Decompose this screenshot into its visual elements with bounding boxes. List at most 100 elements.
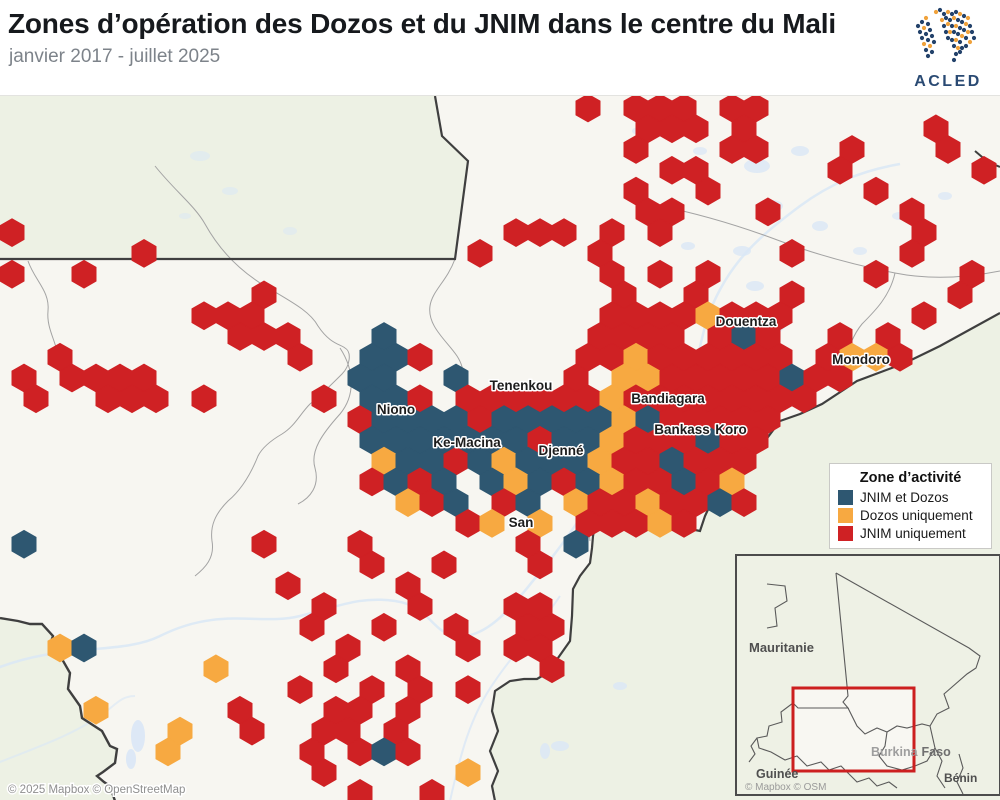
hex-bin xyxy=(575,93,601,123)
hex-bin xyxy=(0,218,25,247)
hex-bin xyxy=(455,633,481,663)
hex-bin xyxy=(731,488,757,517)
place-label: Mondoro xyxy=(832,352,890,367)
page-title: Zones d’opération des Dozos et du JNIM d… xyxy=(8,8,836,39)
hex-bin xyxy=(203,654,229,684)
legend-items: JNIM et Dozos Dozos uniquement JNIM unique… xyxy=(838,490,983,541)
legend-item: Dozos uniquement xyxy=(838,508,983,523)
acled-logo-text: ACLED xyxy=(914,73,982,90)
hex-bin xyxy=(539,654,565,684)
map-container: Niono Tenenkou Ke-Macina Djenné San Bandiagar… xyxy=(0,93,1000,800)
legend-title: Zone d’activité xyxy=(859,470,962,486)
hex-bin xyxy=(311,384,337,414)
hex-bin xyxy=(347,779,373,800)
hex-bin xyxy=(935,135,961,164)
place-label: Bandiagara xyxy=(631,391,705,406)
legend-label: Dozos uniquement xyxy=(860,508,973,523)
legend-label: JNIM et Dozos xyxy=(860,490,949,505)
hex-bin xyxy=(71,633,97,663)
hex-bin xyxy=(887,342,913,372)
hex-bin xyxy=(251,529,277,559)
header: Zones d’opération des Dozos et du JNIM d… xyxy=(0,0,1000,95)
hex-bin xyxy=(23,384,49,414)
legend-swatch xyxy=(838,490,853,505)
hex-bin xyxy=(191,384,217,414)
hex-bin xyxy=(407,592,433,621)
hex-bin xyxy=(287,342,313,372)
place-label: Douentza xyxy=(716,314,777,329)
inset-label-guinee: Guinée xyxy=(756,767,798,781)
hex-bin xyxy=(11,529,37,559)
hex-bin xyxy=(743,135,769,164)
hex-bin xyxy=(323,654,349,684)
inset-attribution: © Mapbox © OSM xyxy=(745,782,826,793)
hex-bin xyxy=(911,301,937,331)
inset-extent-area xyxy=(793,688,914,771)
hex-bin xyxy=(527,550,553,580)
hex-bin xyxy=(755,197,781,227)
hex-bin xyxy=(131,239,157,268)
hex-bin xyxy=(155,737,181,767)
acled-globe-icon xyxy=(915,7,977,63)
inset-label-mauritanie: Mauritanie xyxy=(749,640,814,655)
hex-bin xyxy=(827,363,853,393)
place-label: San xyxy=(509,515,534,530)
hex-bin xyxy=(287,675,313,704)
hex-bin xyxy=(479,509,505,538)
place-label: Ke-Macina xyxy=(433,435,501,450)
legend-item: JNIM et Dozos xyxy=(838,490,983,505)
hex-bin xyxy=(71,259,97,289)
legend-item: JNIM uniquement xyxy=(838,526,983,541)
hex-bin xyxy=(407,342,433,372)
hex-bin xyxy=(239,716,265,746)
hex-bin xyxy=(299,612,325,642)
hex-bin xyxy=(683,114,709,144)
hex-bin xyxy=(671,509,697,538)
hex-bin xyxy=(431,550,457,580)
hex-bin xyxy=(0,259,25,289)
hex-bin xyxy=(947,280,973,310)
hexbin-layer xyxy=(0,93,997,800)
hex-bin xyxy=(623,135,649,164)
page-subtitle: janvier 2017 - juillet 2025 xyxy=(9,46,221,67)
inset-country-borders xyxy=(748,572,981,794)
hex-bin xyxy=(779,239,805,268)
hex-bin xyxy=(551,218,577,247)
inset-label-burkina-faso: Burkina Faso xyxy=(871,745,951,759)
hex-bin xyxy=(863,176,889,206)
map-attribution: © 2025 Mapbox © OpenStreetMap xyxy=(8,784,185,796)
hex-bin xyxy=(971,155,997,185)
hex-bin xyxy=(647,259,673,289)
hex-bin xyxy=(695,176,721,206)
inset-extent-rect xyxy=(791,686,916,773)
inset-label-benin: Bénin xyxy=(944,771,977,785)
inset-map: Mauritanie Guinée Burkina Faso Bénin © Ma… xyxy=(735,554,1000,796)
hex-bin xyxy=(275,571,301,601)
place-labels: Niono Tenenkou Ke-Macina Djenné San Bandiagar… xyxy=(375,313,891,532)
map-canvas: Niono Tenenkou Ke-Macina Djenné San Bandiagar… xyxy=(0,93,1000,800)
hex-bin xyxy=(359,550,385,580)
place-label: Bankass xyxy=(654,422,710,437)
hex-bin xyxy=(143,384,169,414)
legend-swatch xyxy=(838,508,853,523)
place-label: Tenenkou xyxy=(490,378,553,393)
acled-logo: ACLED xyxy=(914,7,982,90)
legend-swatch xyxy=(838,526,853,541)
hex-bin xyxy=(647,218,673,247)
hex-bin xyxy=(467,239,493,268)
hex-bin xyxy=(419,779,445,800)
legend-label: JNIM uniquement xyxy=(860,526,966,541)
hex-bin xyxy=(863,259,889,289)
place-label: Niono xyxy=(377,402,415,417)
hex-bin xyxy=(827,155,853,185)
hex-bin xyxy=(791,384,817,414)
place-label: Koro xyxy=(715,422,747,437)
hex-bin xyxy=(563,529,589,559)
hex-bin xyxy=(395,737,421,767)
hex-bin xyxy=(455,758,481,787)
place-label: Djenné xyxy=(538,443,584,458)
hex-bin xyxy=(899,239,925,268)
legend: Zone d’activité JNIM et Dozos Dozos uniqu… xyxy=(829,463,992,549)
hex-bin xyxy=(83,695,109,725)
